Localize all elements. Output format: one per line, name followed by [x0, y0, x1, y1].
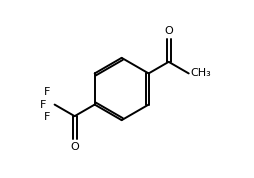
Text: O: O [70, 142, 79, 153]
Text: CH₃: CH₃ [191, 68, 212, 78]
Text: F: F [44, 87, 50, 97]
Text: F: F [44, 112, 50, 122]
Text: F: F [40, 100, 46, 110]
Text: O: O [164, 25, 173, 36]
